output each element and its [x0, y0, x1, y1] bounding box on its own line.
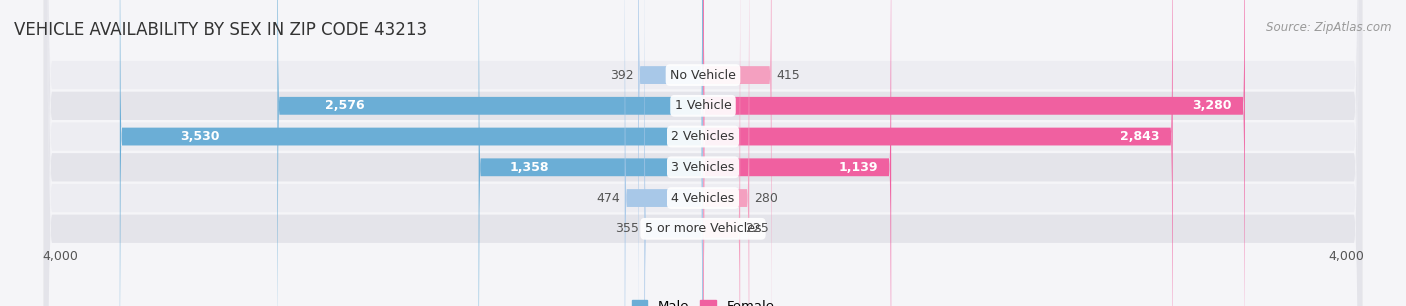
FancyBboxPatch shape	[703, 0, 749, 306]
FancyBboxPatch shape	[120, 0, 703, 306]
FancyBboxPatch shape	[703, 0, 1244, 306]
Text: No Vehicle: No Vehicle	[671, 69, 735, 82]
Text: 1,139: 1,139	[838, 161, 877, 174]
FancyBboxPatch shape	[44, 0, 1362, 306]
Text: 225: 225	[745, 222, 769, 235]
Text: 280: 280	[754, 192, 778, 204]
FancyBboxPatch shape	[624, 0, 703, 306]
Text: Source: ZipAtlas.com: Source: ZipAtlas.com	[1267, 21, 1392, 34]
FancyBboxPatch shape	[703, 0, 1173, 306]
FancyBboxPatch shape	[703, 0, 772, 306]
Text: 2,576: 2,576	[325, 99, 364, 112]
FancyBboxPatch shape	[44, 0, 1362, 306]
Text: 4,000: 4,000	[42, 250, 79, 263]
Legend: Male, Female: Male, Female	[626, 295, 780, 306]
FancyBboxPatch shape	[44, 0, 1362, 306]
FancyBboxPatch shape	[478, 0, 703, 306]
Text: 415: 415	[776, 69, 800, 82]
FancyBboxPatch shape	[703, 0, 740, 306]
Text: 4 Vehicles: 4 Vehicles	[672, 192, 734, 204]
Text: 5 or more Vehicles: 5 or more Vehicles	[645, 222, 761, 235]
Text: VEHICLE AVAILABILITY BY SEX IN ZIP CODE 43213: VEHICLE AVAILABILITY BY SEX IN ZIP CODE …	[14, 21, 427, 39]
Text: 4,000: 4,000	[1327, 250, 1364, 263]
FancyBboxPatch shape	[703, 0, 891, 306]
Text: 3 Vehicles: 3 Vehicles	[672, 161, 734, 174]
FancyBboxPatch shape	[44, 0, 1362, 306]
Text: 2,843: 2,843	[1121, 130, 1160, 143]
FancyBboxPatch shape	[277, 0, 703, 306]
Text: 355: 355	[616, 222, 640, 235]
Text: 3,280: 3,280	[1192, 99, 1232, 112]
Text: 392: 392	[610, 69, 633, 82]
Text: 1 Vehicle: 1 Vehicle	[675, 99, 731, 112]
Text: 474: 474	[596, 192, 620, 204]
Text: 3,530: 3,530	[180, 130, 219, 143]
FancyBboxPatch shape	[638, 0, 703, 306]
FancyBboxPatch shape	[44, 0, 1362, 306]
Text: 1,358: 1,358	[510, 161, 550, 174]
FancyBboxPatch shape	[44, 0, 1362, 306]
Text: 2 Vehicles: 2 Vehicles	[672, 130, 734, 143]
FancyBboxPatch shape	[644, 0, 703, 306]
